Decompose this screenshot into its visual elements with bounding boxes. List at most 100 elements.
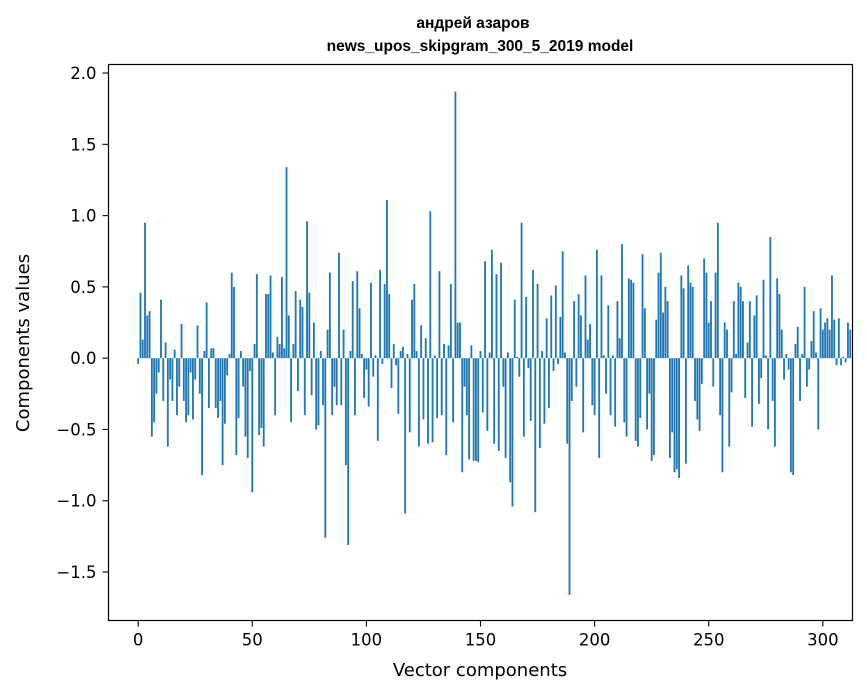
bar	[554, 285, 557, 359]
bar	[739, 286, 742, 359]
bar	[415, 351, 418, 359]
bar	[230, 272, 233, 359]
bar	[189, 358, 192, 373]
bar	[276, 336, 279, 359]
bar	[144, 222, 146, 359]
y-axis-label: Components values	[13, 254, 34, 432]
bar	[760, 358, 763, 379]
bar	[559, 316, 562, 359]
bar	[287, 315, 290, 359]
bar	[239, 351, 242, 359]
bar	[500, 262, 502, 359]
bar	[522, 358, 525, 437]
bar	[621, 244, 623, 359]
bar	[356, 271, 359, 359]
bar	[488, 352, 491, 359]
bar	[258, 358, 261, 436]
bar	[253, 343, 256, 359]
bar	[208, 358, 210, 409]
bar	[438, 271, 441, 359]
bar	[780, 329, 783, 359]
bar	[251, 358, 254, 493]
bar	[146, 315, 149, 359]
bar	[611, 355, 614, 359]
bar	[582, 358, 585, 433]
bar	[639, 358, 642, 419]
bar	[212, 348, 215, 359]
bar	[169, 358, 172, 380]
bar	[365, 358, 368, 370]
bar	[678, 358, 680, 478]
bar	[808, 358, 811, 370]
bar	[164, 342, 167, 359]
bar	[721, 358, 724, 473]
bar	[157, 358, 160, 373]
bar	[849, 329, 852, 359]
bar	[570, 358, 573, 401]
x-tick-label: 50	[242, 631, 263, 650]
bar	[518, 358, 521, 377]
bar	[319, 351, 322, 359]
bar	[299, 299, 302, 359]
bar	[317, 358, 320, 426]
bar	[536, 284, 539, 359]
bar	[420, 325, 423, 359]
bar	[379, 269, 381, 359]
bar	[513, 299, 516, 359]
bar	[837, 318, 840, 359]
bar	[182, 358, 185, 401]
bar	[655, 319, 658, 359]
bar	[358, 308, 361, 359]
bar	[840, 358, 843, 366]
bar	[347, 358, 350, 545]
bar	[662, 312, 664, 359]
bar	[486, 358, 489, 431]
bar	[408, 358, 411, 433]
bar	[712, 358, 715, 387]
bar	[303, 358, 306, 416]
bar	[561, 251, 564, 359]
bar	[349, 351, 352, 359]
x-tick-label: 0	[133, 631, 144, 650]
bar	[737, 282, 740, 359]
bar	[783, 358, 785, 380]
bar	[584, 275, 587, 359]
bar	[479, 351, 482, 359]
bar	[742, 301, 744, 359]
bar	[805, 358, 808, 387]
bar	[602, 355, 605, 359]
bar	[392, 343, 395, 359]
bar	[550, 295, 553, 359]
x-tick-label: 150	[465, 631, 497, 650]
bar	[504, 358, 507, 458]
bar	[627, 278, 630, 359]
bar	[664, 286, 667, 359]
bar	[573, 301, 575, 359]
bar	[844, 358, 847, 363]
x-tick-label: 250	[693, 631, 725, 650]
bar	[495, 274, 498, 359]
bar	[792, 358, 795, 476]
bar	[176, 358, 178, 416]
bar	[406, 353, 409, 359]
bar	[456, 322, 459, 359]
bar	[470, 345, 473, 359]
bar	[773, 358, 776, 447]
bar	[335, 358, 338, 406]
bar	[214, 358, 217, 409]
bar	[735, 353, 738, 359]
bar	[511, 358, 514, 507]
bar	[671, 358, 674, 433]
bar	[278, 343, 281, 359]
bar	[746, 342, 749, 359]
y-tick-label: 1.0	[70, 207, 96, 226]
bar	[710, 301, 712, 359]
bar	[445, 358, 448, 456]
bar	[440, 358, 443, 416]
bar	[237, 358, 240, 419]
bar	[381, 358, 384, 364]
bar	[274, 358, 277, 416]
bar	[283, 348, 286, 359]
bar	[762, 279, 765, 359]
bar	[383, 284, 386, 359]
